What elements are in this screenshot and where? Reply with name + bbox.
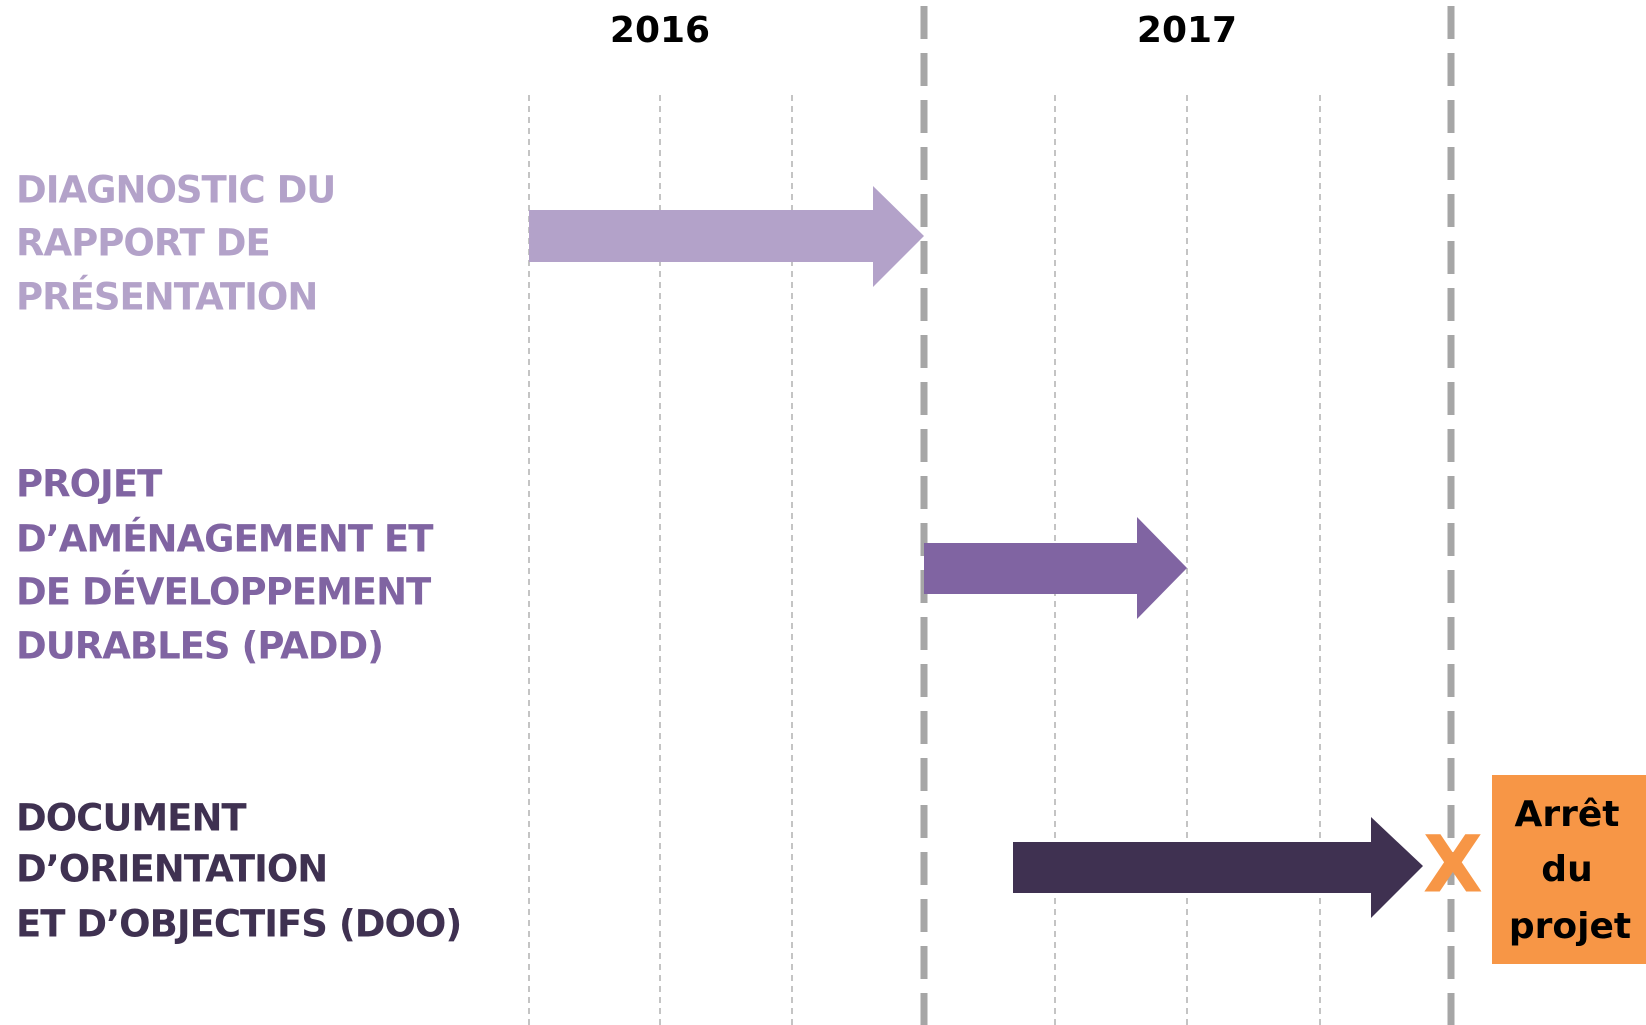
row-label: DOCUMENT D’ORIENTATION ET D’OBJECTIFS (D… (16, 797, 462, 946)
label-line: D’AMÉNAGEMENT ET (16, 517, 434, 561)
label-line: RAPPORT DE (16, 222, 270, 265)
phase-arrow (924, 517, 1187, 619)
label-line: PROJET (16, 463, 163, 506)
label-line: DURABLES (PADD) (16, 625, 383, 668)
label-line: PRÉSENTATION (16, 275, 317, 319)
milestone-line: Arrêt (1515, 794, 1620, 835)
phase-arrow (1013, 817, 1423, 918)
label-line: DOCUMENT (16, 797, 247, 840)
milestone-line: du (1541, 849, 1592, 890)
row-label: PROJET D’AMÉNAGEMENT ET DE DÉVELOPPEMENT… (16, 463, 435, 668)
year-label: 2017 (1137, 10, 1237, 51)
year-lines (920, 6, 1455, 1025)
milestone-box (1492, 775, 1646, 964)
label-line: DIAGNOSTIC DU (16, 169, 335, 212)
label-line: ET D’OBJECTIFS (DOO) (16, 903, 461, 946)
phase-arrow (529, 186, 924, 287)
label-line: DE DÉVELOPPEMENT (16, 570, 432, 614)
year-label: 2016 (610, 10, 710, 51)
label-line: D’ORIENTATION (16, 848, 327, 891)
milestone-line: projet (1509, 906, 1631, 947)
stop-mark: X (1423, 820, 1483, 910)
row-label: DIAGNOSTIC DU RAPPORT DE PRÉSENTATION (16, 169, 336, 319)
